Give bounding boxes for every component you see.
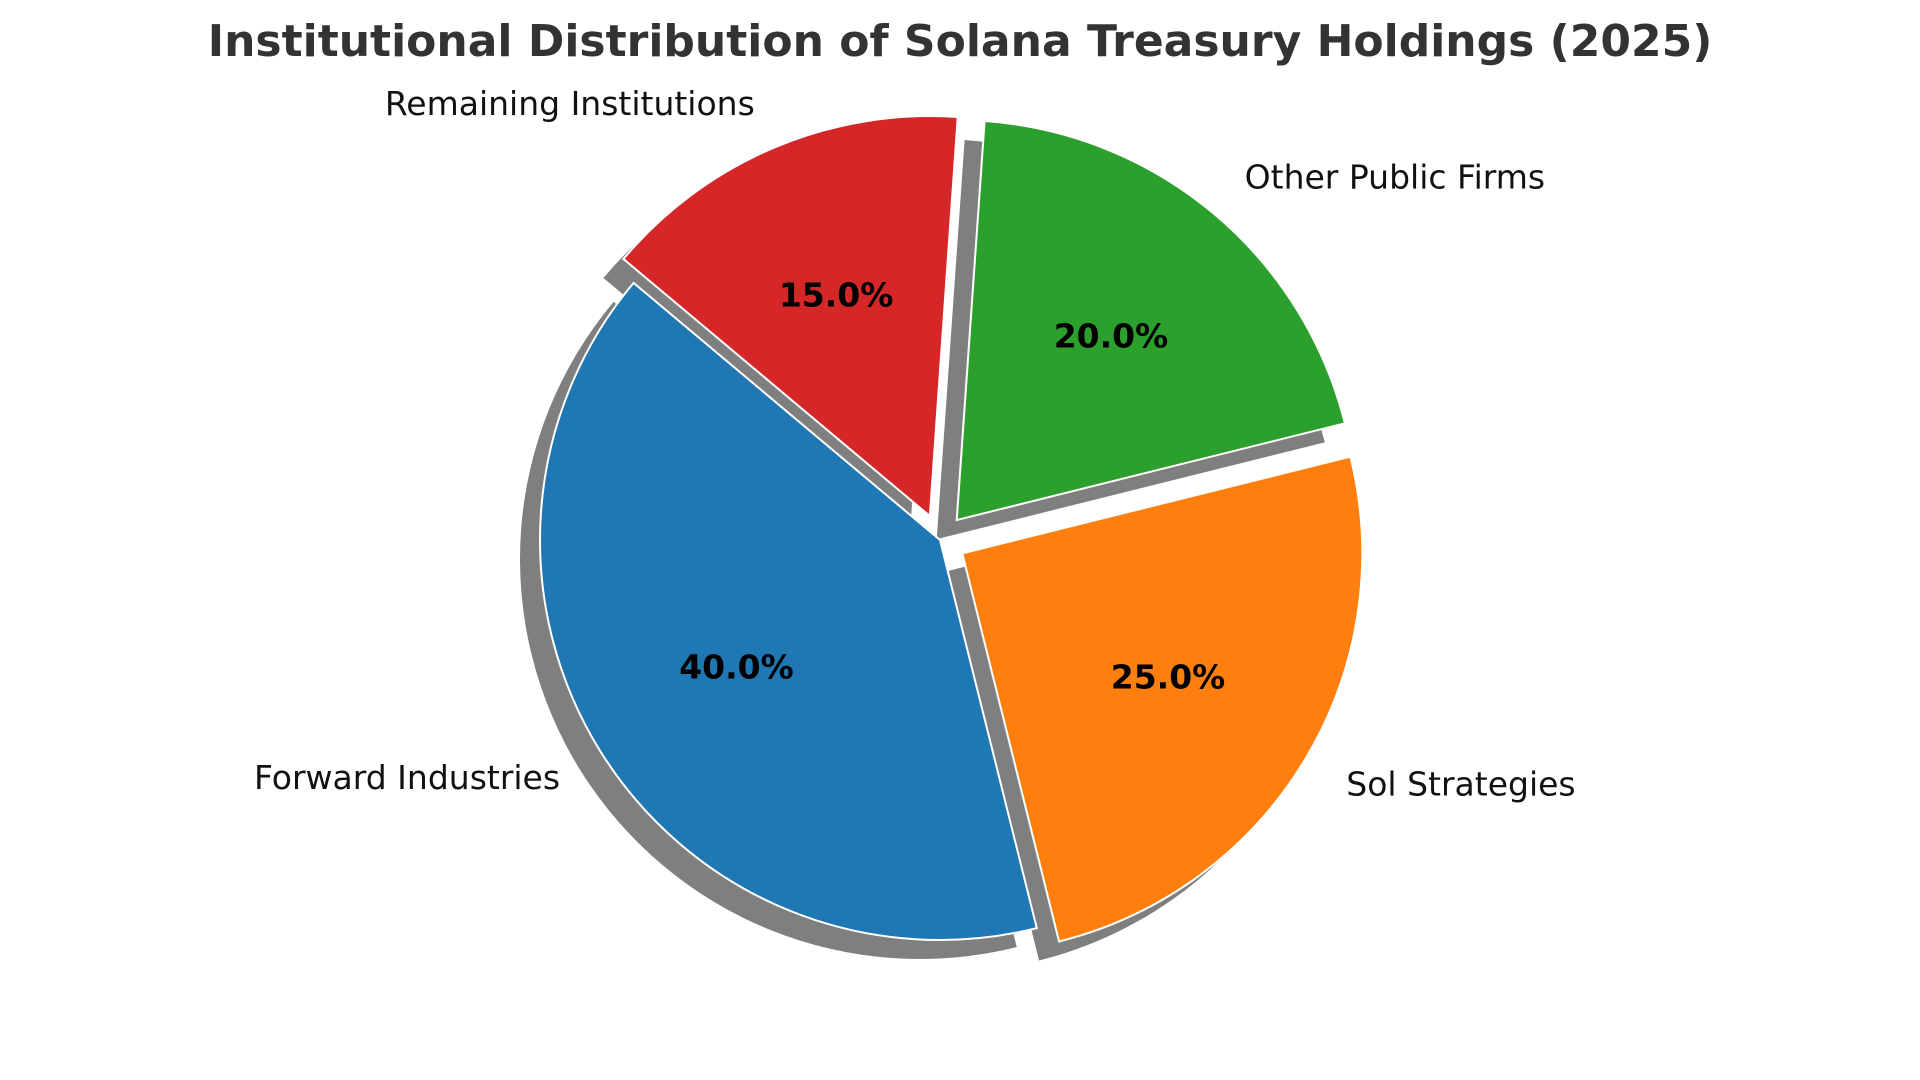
slice-label-remaining-institutions: Remaining Institutions [385,84,755,123]
pct-label-remaining-institutions: 15.0% [779,276,894,315]
pie-slice-layer [539,115,1364,943]
pie-label-layer: 40.0% Forward Industries 25.0% Sol Strategi… [254,84,1576,803]
slice-label-other-public-firms: Other Public Firms [1245,157,1545,196]
pct-label-sol-strategies: 25.0% [1111,658,1226,697]
slice-forward-industries [539,281,1038,941]
slice-sol-strategies [961,455,1364,943]
slice-remaining-institutions [622,115,959,519]
pct-label-forward-industries: 40.0% [679,648,794,687]
slice-label-sol-strategies: Sol Strategies [1346,765,1575,804]
slice-label-forward-industries: Forward Industries [254,758,560,797]
pct-label-other-public-firms: 20.0% [1054,317,1169,356]
chart-title: Institutional Distribution of Solana Tre… [207,16,1713,67]
slice-other-public-firms [955,119,1347,522]
